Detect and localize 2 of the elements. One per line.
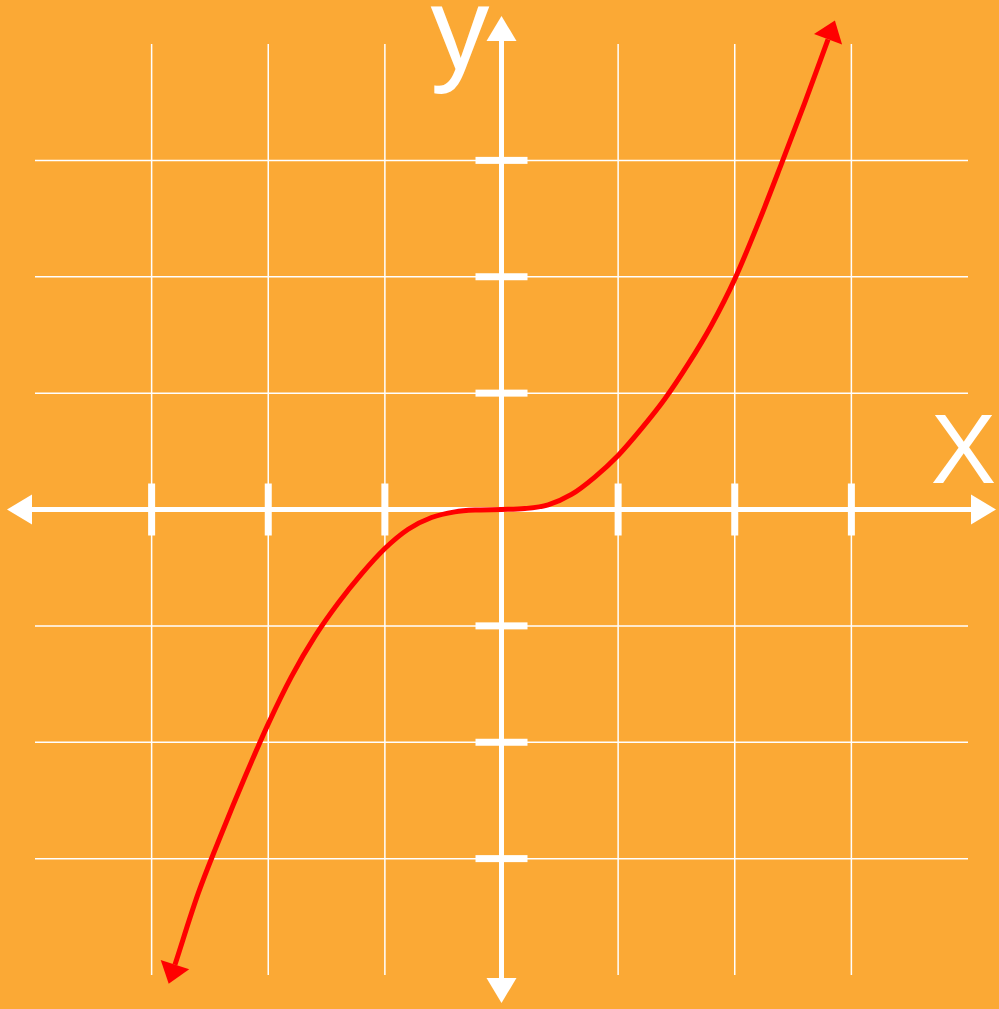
- y-axis-title: y: [430, 0, 490, 94]
- x-axis-title: X: [930, 393, 996, 504]
